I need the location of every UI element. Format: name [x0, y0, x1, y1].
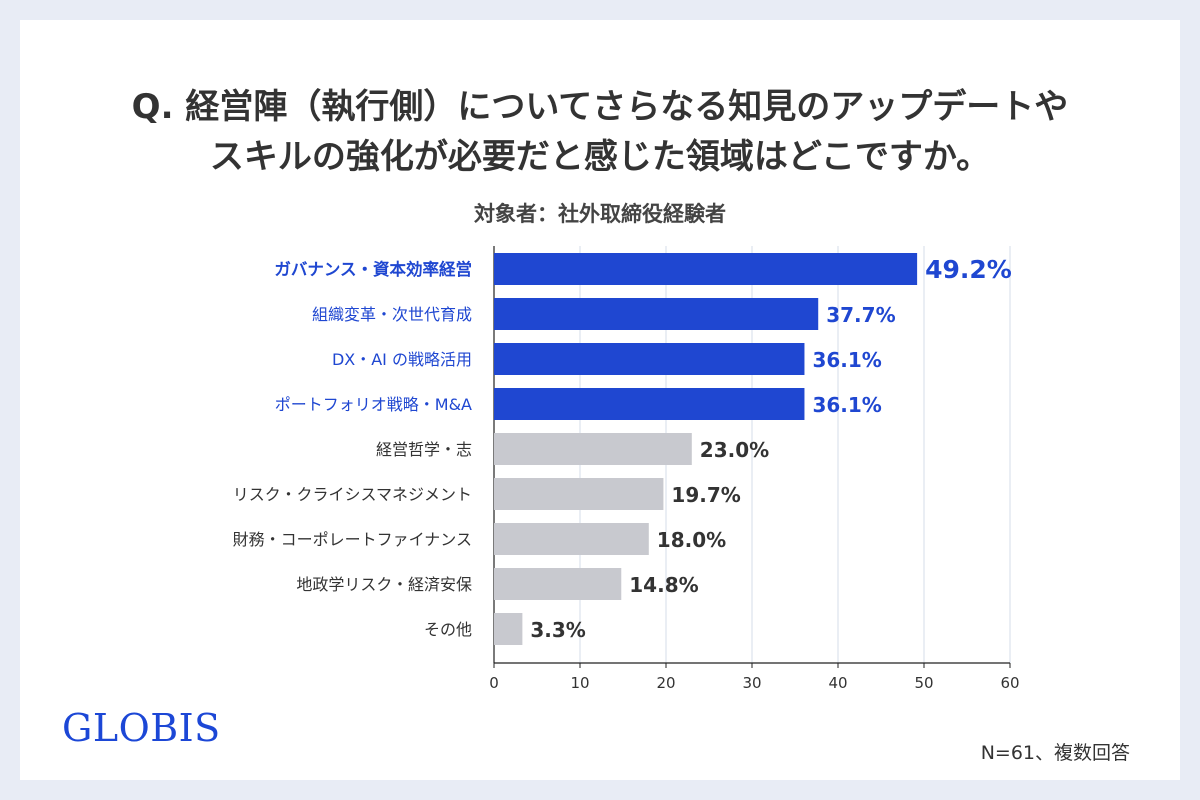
category-label: その他: [424, 620, 472, 639]
category-label: ガバナンス・資本効率経営: [274, 259, 472, 279]
bar: [494, 568, 622, 600]
bar: [494, 343, 805, 375]
category-label: 財務・コーポレートファイナンス: [233, 530, 472, 549]
x-tick-label: 30: [742, 674, 761, 692]
bar: [494, 523, 649, 555]
category-label: 経営哲学・志: [376, 440, 472, 459]
globis-logo: GLOBIS: [62, 706, 221, 750]
bar: [494, 433, 692, 465]
value-label: 49.2%: [925, 255, 1012, 284]
x-tick-label: 0: [489, 674, 499, 692]
x-tick-label: 50: [914, 674, 933, 692]
x-tick-label: 20: [656, 674, 675, 692]
value-label: 36.1%: [812, 393, 881, 417]
title-line-1: Q. 経営陣（執行側）についてさらなる知見のアップデートや: [131, 87, 1069, 127]
value-label: 3.3%: [530, 618, 585, 642]
bar: [494, 478, 664, 510]
value-label: 18.0%: [657, 528, 726, 552]
chart-card: Q. 経営陣（執行側）についてさらなる知見のアップデートや スキルの強化が必要だ…: [20, 20, 1180, 780]
bar: [494, 388, 805, 420]
bar-chart: 0 10 20 30 40 50 60 ガバナンス・資本効率経営 49.2% 組織変革・次世代育成…: [233, 246, 1020, 692]
value-label: 36.1%: [812, 348, 881, 372]
category-label: 地政学リスク・経済安保: [296, 575, 472, 594]
chart-title: Q. 経営陣（執行側）についてさらなる知見のアップデートや スキルの強化が必要だ…: [20, 82, 1180, 182]
sample-note: N=61、複数回答: [980, 742, 1130, 764]
bar: [494, 253, 918, 285]
bar: [494, 613, 523, 645]
x-tick-label: 60: [1000, 674, 1019, 692]
x-tick-label: 40: [828, 674, 847, 692]
x-tick-label: 10: [570, 674, 589, 692]
chart-subtitle: 対象者：社外取締役経験者: [474, 202, 726, 226]
category-label: 組織変革・次世代育成: [312, 305, 472, 324]
value-label: 23.0%: [700, 438, 769, 462]
title-line-2: スキルの強化が必要だと感じた領域はどこですか。: [209, 137, 991, 177]
category-label: ポートフォリオ戦略・M&A: [275, 395, 472, 414]
category-label: DX・AI の戦略活用: [332, 350, 472, 369]
value-label: 19.7%: [671, 483, 740, 507]
category-label: リスク・クライシスマネジメント: [233, 485, 472, 504]
value-label: 37.7%: [826, 303, 895, 327]
bar: [494, 298, 819, 330]
value-label: 14.8%: [629, 573, 698, 597]
